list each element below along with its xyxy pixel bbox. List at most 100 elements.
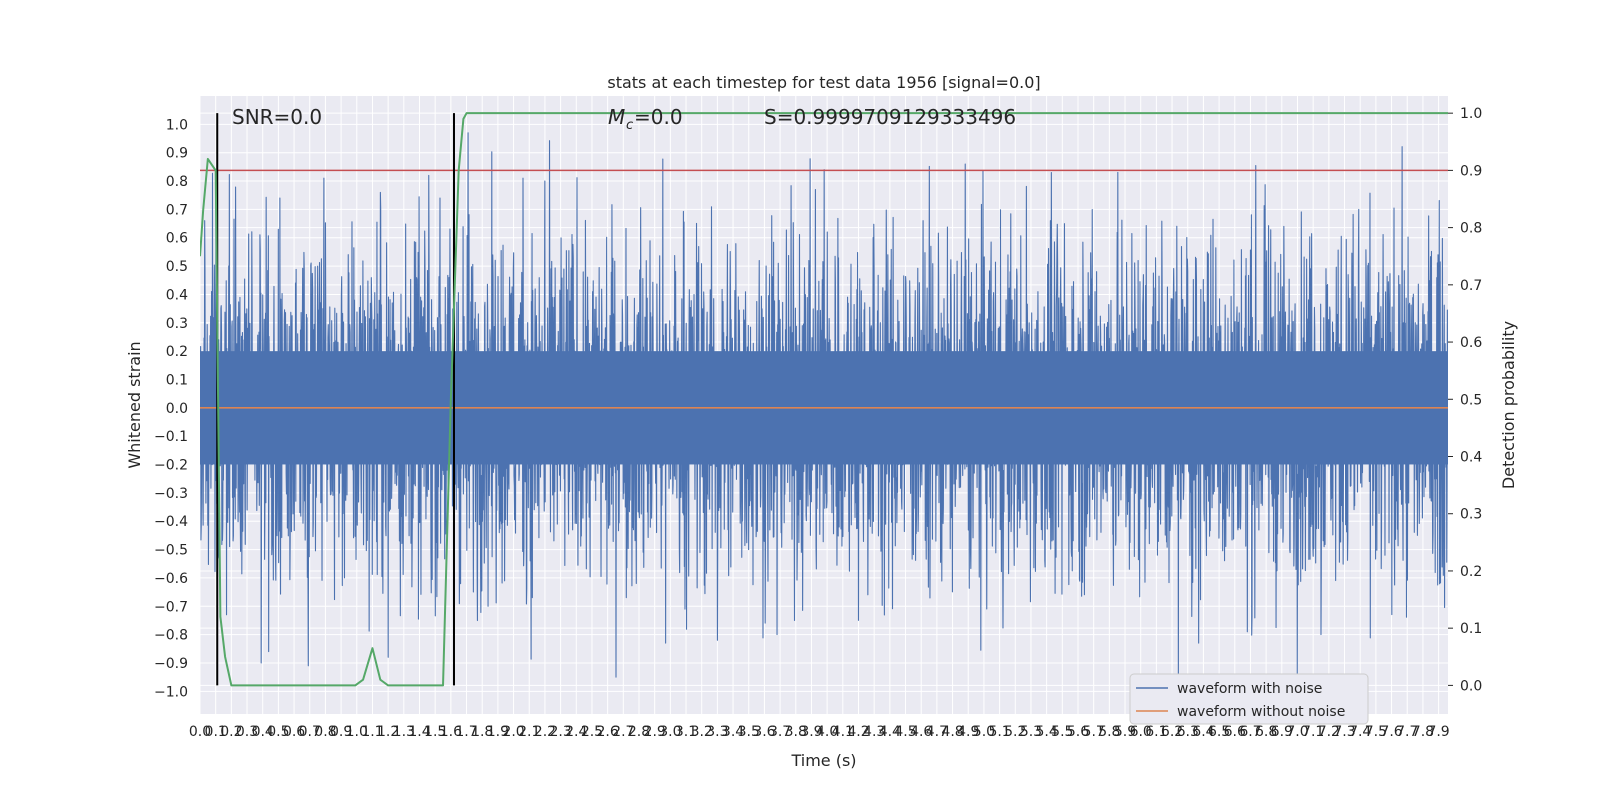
x-tick-label: 4.9: [957, 724, 979, 740]
x-tick-label: 6.6: [1224, 724, 1246, 740]
x-tick-label: 6.3: [1177, 724, 1199, 740]
y-tick-label: 0.4: [166, 287, 188, 303]
x-tick-label: 1.7: [455, 724, 477, 740]
x-tick-label: 5.2: [1004, 724, 1026, 740]
x-tick-label: 0.9: [330, 724, 352, 740]
x-axis-ticks: 0.00.10.20.30.40.50.60.70.80.91.01.11.21…: [189, 724, 1450, 740]
x-tick-label: 5.8: [1098, 724, 1120, 740]
detection-probability-line: [200, 112, 1448, 687]
x-tick-label: 6.4: [1192, 724, 1214, 740]
x-tick-label: 2.4: [565, 724, 587, 740]
svg-text:c: c: [626, 118, 633, 133]
y-tick-label: 0.2: [166, 344, 188, 360]
x-tick-label: 4.6: [910, 724, 932, 740]
y2-tick-label: 0.4: [1460, 450, 1482, 466]
y-tick-label: 0.8: [166, 174, 188, 190]
x-tick-label: 3.6: [753, 724, 775, 740]
x-tick-label: 6.8: [1255, 724, 1277, 740]
x-tick-label: 4.5: [894, 724, 916, 740]
y2-tick-label: 0.1: [1460, 621, 1482, 637]
y2-tick-label: 0.2: [1460, 564, 1482, 580]
x-tick-label: 1.6: [440, 724, 462, 740]
x-tick-label: 0.2: [220, 724, 242, 740]
y2-axis-label: Detection probability: [1499, 321, 1518, 489]
x-tick-label: 5.7: [1083, 724, 1105, 740]
x-tick-label: 4.4: [879, 724, 901, 740]
legend-label-clean: waveform without noise: [1177, 704, 1345, 720]
y-tick-label: −0.9: [154, 656, 188, 672]
x-tick-label: 3.9: [800, 724, 822, 740]
x-tick-label: 2.0: [502, 724, 524, 740]
s-annotation: S=0.9999709129333496: [764, 105, 1016, 129]
x-tick-label: 4.3: [863, 724, 885, 740]
y2-tick-label: 0.6: [1460, 335, 1482, 351]
x-tick-label: 7.5: [1365, 724, 1387, 740]
x-tick-label: 1.3: [393, 724, 415, 740]
x-tick-label: 5.9: [1114, 724, 1136, 740]
y-tick-label: −1.0: [154, 684, 188, 700]
y-tick-label: 1.0: [166, 117, 188, 133]
x-tick-label: 7.3: [1333, 724, 1355, 740]
legend: waveform with noise waveform without noi…: [1129, 673, 1369, 725]
x-tick-label: 5.5: [1051, 724, 1073, 740]
x-tick-label: 6.1: [1145, 724, 1167, 740]
x-tick-label: 5.4: [1036, 724, 1058, 740]
x-tick-label: 3.4: [722, 724, 744, 740]
x-tick-label: 7.2: [1318, 724, 1340, 740]
y2-tick-label: 1.0: [1460, 106, 1482, 122]
y2-tick-label: 0.3: [1460, 507, 1482, 523]
x-tick-label: 1.4: [408, 724, 430, 740]
x-tick-label: 6.2: [1161, 724, 1183, 740]
x-tick-label: 7.7: [1396, 724, 1418, 740]
y-tick-label: 0.0: [166, 401, 188, 417]
x-tick-label: 2.9: [644, 724, 666, 740]
x-tick-label: 1.9: [487, 724, 509, 740]
y-tick-label: −0.2: [154, 458, 188, 474]
x-tick-label: 3.7: [769, 724, 791, 740]
x-tick-label: 0.3: [236, 724, 258, 740]
y-tick-label: −0.4: [154, 514, 188, 530]
x-tick-label: 0.0: [189, 724, 211, 740]
x-tick-label: 3.3: [706, 724, 728, 740]
y2-tick-label: 0.8: [1460, 221, 1482, 237]
x-tick-label: 4.0: [816, 724, 838, 740]
y-tick-label: 0.7: [166, 202, 188, 218]
y-axis-ticks: −1.0 −0.9 −0.8 −0.7 −0.6 −0.5 −0.4 −0.3 −0.2 −0.1…: [154, 117, 188, 700]
x-tick-label: 0.4: [252, 724, 274, 740]
x-tick-label: 5.0: [973, 724, 995, 740]
x-tick-label: 1.0: [346, 724, 368, 740]
x-tick-label: 1.2: [377, 724, 399, 740]
legend-box: [1129, 673, 1369, 725]
x-tick-label: 6.5: [1208, 724, 1230, 740]
legend-label-noise: waveform with noise: [1177, 681, 1322, 697]
x-tick-label: 0.8: [314, 724, 336, 740]
x-tick-label: 4.8: [941, 724, 963, 740]
y-tick-label: −0.6: [154, 571, 188, 587]
y-tick-label: −0.5: [154, 543, 188, 559]
x-tick-label: 1.1: [361, 724, 383, 740]
y2-tick-label: 0.9: [1460, 163, 1482, 179]
x-tick-label: 2.3: [549, 724, 571, 740]
mc-annotation: M c =0.0: [608, 105, 683, 133]
x-tick-label: 7.6: [1380, 724, 1402, 740]
x-tick-label: 4.7: [926, 724, 948, 740]
detection-probability-series: [200, 112, 1448, 687]
y-tick-label: 0.1: [166, 372, 188, 388]
x-tick-label: 5.1: [988, 724, 1010, 740]
x-tick-label: 6.7: [1239, 724, 1261, 740]
svg-text:=0.0: =0.0: [634, 105, 683, 129]
snr-annotation: SNR=0.0: [232, 105, 322, 129]
svg-text:M: M: [608, 105, 625, 129]
x-tick-label: 5.6: [1067, 724, 1089, 740]
y-tick-label: −0.7: [154, 599, 188, 615]
x-tick-label: 3.8: [785, 724, 807, 740]
x-tick-label: 4.2: [847, 724, 869, 740]
x-tick-label: 2.2: [534, 724, 556, 740]
x-tick-label: 6.0: [1130, 724, 1152, 740]
y-tick-label: 0.6: [166, 231, 188, 247]
x-tick-label: 2.7: [612, 724, 634, 740]
x-tick-label: 7.1: [1302, 724, 1324, 740]
y-tick-label: 0.3: [166, 316, 188, 332]
chart-title: stats at each timestep for test data 195…: [607, 73, 1040, 92]
